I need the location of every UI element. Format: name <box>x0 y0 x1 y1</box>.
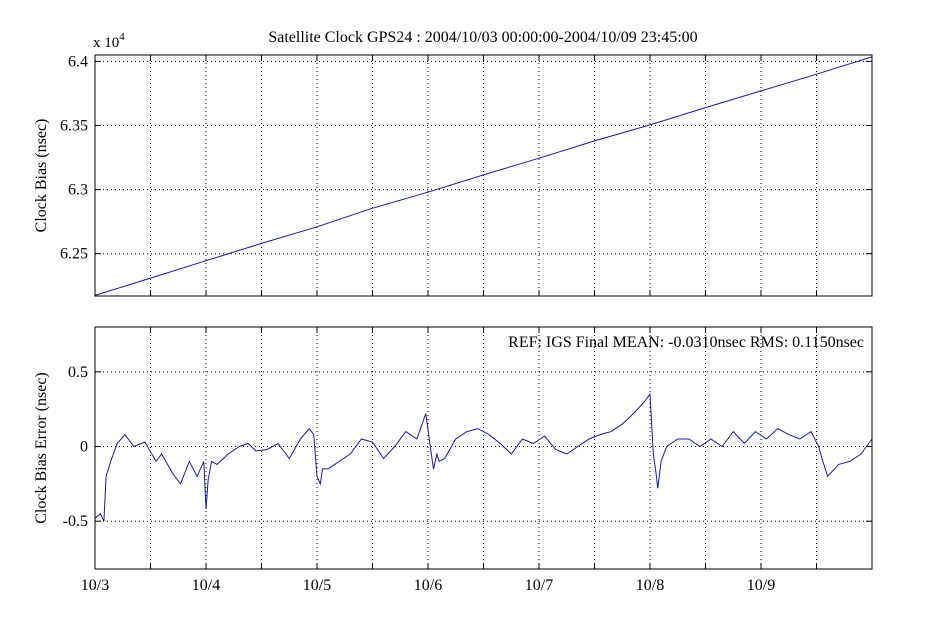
bottom-chart-series-line <box>94 392 873 522</box>
y-tick-label: 0 <box>80 439 88 456</box>
multiplier-exponent: 4 <box>119 31 125 43</box>
top-chart-title: Satellite Clock GPS24 : 2004/10/03 00:00… <box>268 29 697 46</box>
top-chart-y-axis-label: Clock Bias (nsec) <box>33 119 50 233</box>
y-tick-label: 6.25 <box>60 246 88 263</box>
bottom-chart-y-axis-label: Clock Bias Error (nsec) <box>33 372 50 524</box>
x-tick-label: 10/5 <box>303 577 331 594</box>
x-tick-label: 10/9 <box>747 577 775 594</box>
bottom-chart-grid <box>95 327 872 569</box>
x-tick-label: 10/3 <box>81 577 109 594</box>
x-tick-label: 10/7 <box>525 577 553 594</box>
top-chart-ticks: 6.25 6.3 6.35 6.4 <box>60 53 872 296</box>
y-tick-label: 6.3 <box>68 182 88 199</box>
multiplier-base: x 10 <box>93 35 119 51</box>
bottom-chart-annotation: REF: IGS Final MEAN: -0.0310nsec RMS: 0.… <box>508 334 864 351</box>
x-tick-label: 10/4 <box>192 577 220 594</box>
y-tick-label: 0.5 <box>68 364 88 381</box>
top-chart-grid <box>95 55 872 296</box>
y-tick-label: -0.5 <box>63 513 88 530</box>
x-tick-label: 10/6 <box>414 577 442 594</box>
top-chart-multiplier: x 104 <box>93 31 125 51</box>
x-tick-label: 10/8 <box>636 577 664 594</box>
y-tick-label: 6.4 <box>68 53 88 70</box>
bottom-chart-ticks: -0.5 0 0.5 10/3 10/4 10/5 10/6 10/7 10/8 10/9 <box>63 327 872 594</box>
top-chart-series-line <box>94 56 873 296</box>
y-tick-label: 6.35 <box>60 118 88 135</box>
